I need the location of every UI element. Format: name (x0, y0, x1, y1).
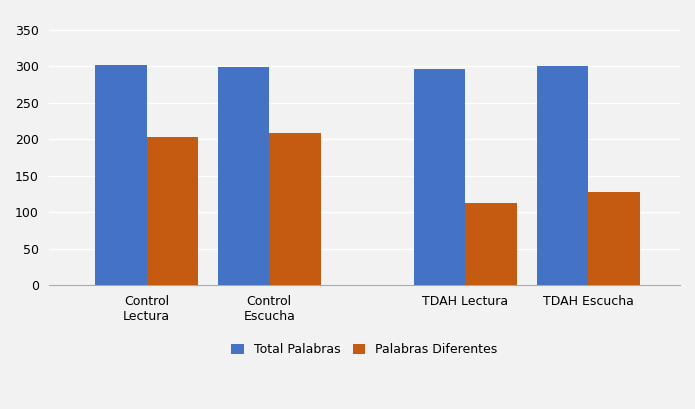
Bar (147, 137, 198, 285)
Legend: Total Palabras, Palabras Diferentes: Total Palabras, Palabras Diferentes (227, 339, 501, 360)
Bar (218, 67, 269, 285)
Bar (269, 133, 321, 285)
Bar (537, 66, 588, 285)
Bar (466, 204, 517, 285)
Bar (95, 65, 147, 285)
Bar (414, 69, 466, 285)
Bar (588, 192, 639, 285)
